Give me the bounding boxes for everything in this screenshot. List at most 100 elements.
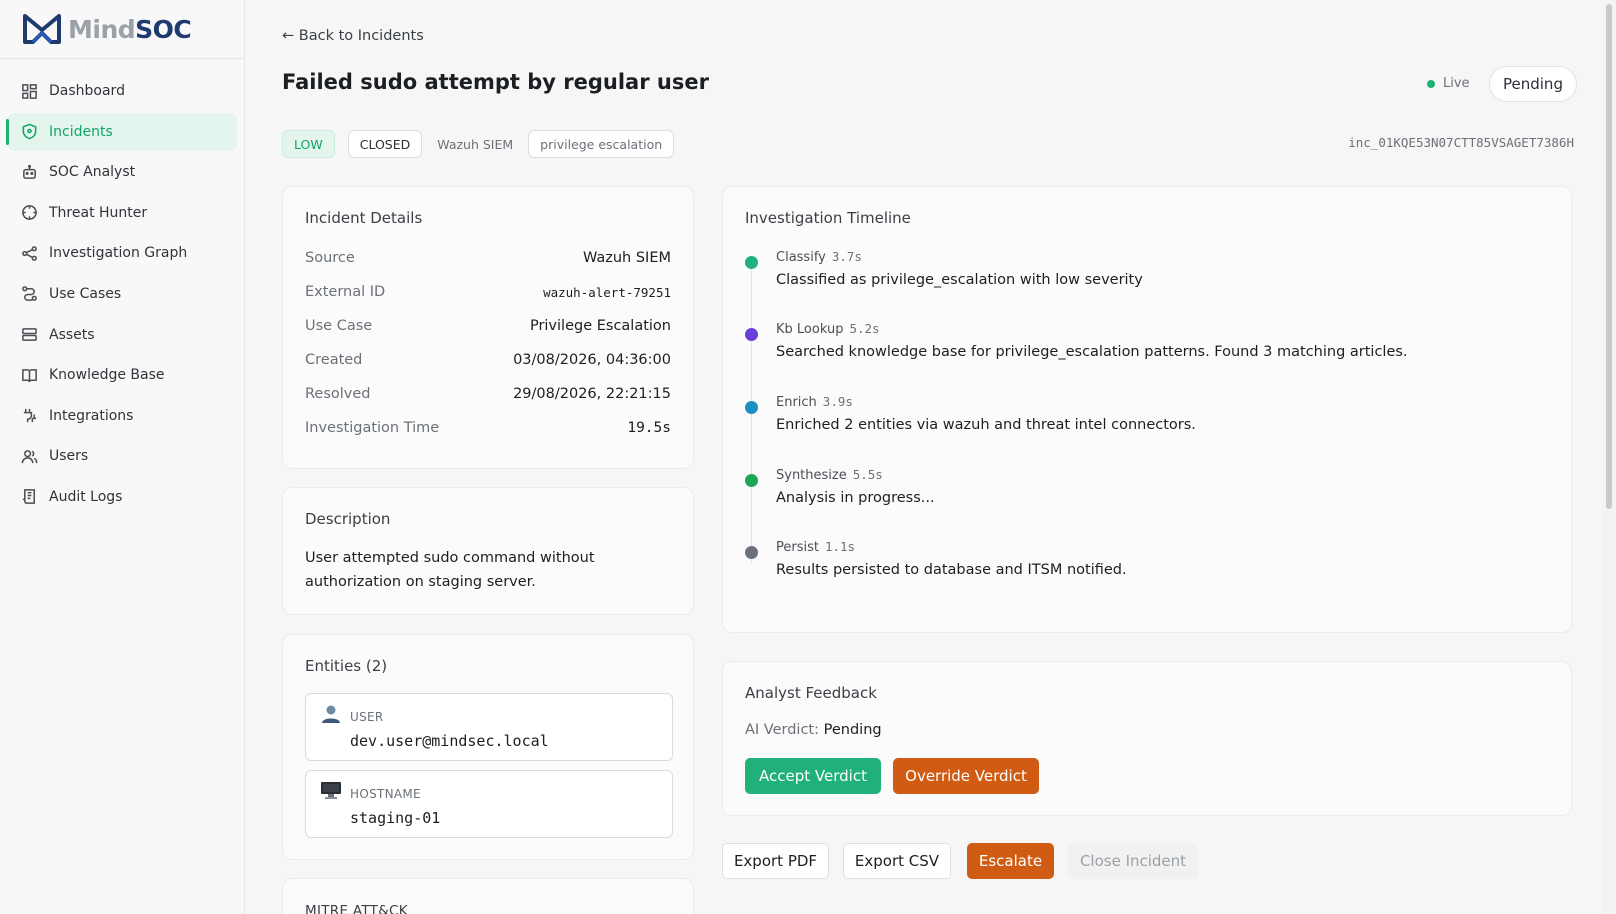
- server-icon: [20, 326, 38, 344]
- detail-key: Use Case: [305, 318, 373, 334]
- scrollbar-thumb[interactable]: [1606, 4, 1612, 509]
- description-card: Description User attempted sudo command …: [282, 487, 694, 615]
- sidebar-item-label: Threat Hunter: [49, 204, 148, 221]
- detail-value: Privilege Escalation: [529, 318, 671, 334]
- main-content: ← Back to Incidents Failed sudo attempt …: [245, 0, 1616, 914]
- source-label: Wazuh SIEM: [437, 136, 514, 152]
- crosshair-icon: [20, 204, 38, 222]
- timeline-step: Kb Lookup 5.2s: [776, 321, 880, 337]
- sidebar-item-label: Integrations: [49, 407, 134, 424]
- monitor-icon: [321, 782, 341, 799]
- detail-key: Investigation Time: [305, 420, 440, 436]
- entity-item-hostname[interactable]: HOSTNAME staging-01: [305, 770, 673, 838]
- timeline-step: Enrich 3.9s: [776, 394, 853, 410]
- entity-item-user[interactable]: USER dev.user@mindsec.local: [305, 693, 673, 761]
- step-name: Persist: [776, 540, 819, 555]
- plug-icon: [20, 407, 38, 425]
- close-incident-button[interactable]: Close Incident: [1068, 843, 1198, 879]
- sidebar-item-use-cases[interactable]: Use Cases: [8, 275, 237, 313]
- log-icon: [20, 488, 38, 506]
- sidebar-item-users[interactable]: Users: [8, 437, 237, 475]
- detail-value: Wazuh SIEM: [582, 250, 671, 266]
- step-duration: 3.9s: [822, 394, 853, 409]
- detail-value: 19.5s: [627, 420, 671, 436]
- card-title: Entities (2): [305, 657, 388, 675]
- sidebar-item-integrations[interactable]: Integrations: [8, 397, 237, 435]
- verdict-label: AI Verdict:: [745, 722, 820, 738]
- sidebar-item-investigation-graph[interactable]: Investigation Graph: [8, 234, 237, 272]
- timeline-dot-icon: [745, 401, 758, 414]
- detail-row-external-id: External ID wazuh-alert-79251: [305, 281, 671, 303]
- sidebar-nav: Dashboard Incidents SOC Analyst Threat H…: [6, 72, 237, 519]
- sidebar-item-label: Incidents: [49, 123, 113, 140]
- step-duration: 5.5s: [852, 467, 883, 482]
- timeline-message: Searched knowledge base for privilege_es…: [776, 344, 1408, 360]
- card-title: Incident Details: [305, 209, 423, 227]
- sidebar-item-label: Investigation Graph: [49, 245, 188, 262]
- timeline-dot-icon: [745, 256, 758, 269]
- step-duration: 5.2s: [849, 321, 880, 336]
- mindsoc-logo-icon: [23, 14, 61, 44]
- sidebar-item-knowledge-base[interactable]: Knowledge Base: [8, 356, 237, 394]
- entity-value: staging-01: [350, 809, 441, 827]
- timeline-step: Classify 3.7s: [776, 249, 862, 265]
- shield-icon: [20, 123, 38, 141]
- accept-verdict-button[interactable]: Accept Verdict: [745, 758, 881, 794]
- sidebar-item-label: SOC Analyst: [49, 164, 136, 181]
- book-icon: [20, 366, 38, 384]
- incident-tags: LOW CLOSED Wazuh SIEM privilege escalati…: [282, 130, 687, 158]
- investigation-timeline-card: Investigation Timeline Classify 3.7s Clas…: [722, 186, 1572, 633]
- category-badge: privilege escalation: [528, 130, 675, 158]
- sidebar-item-audit-logs[interactable]: Audit Logs: [8, 478, 237, 516]
- step-name: Classify: [776, 250, 826, 265]
- live-dot-icon: [1427, 79, 1435, 88]
- timeline-step: Persist 1.1s: [776, 539, 855, 555]
- incident-details-card: Incident Details Source Wazuh SIEM Exter…: [282, 186, 694, 469]
- override-verdict-button[interactable]: Override Verdict: [893, 758, 1039, 794]
- sidebar-item-label: Users: [49, 448, 89, 465]
- detail-row-created: Created 03/08/2026, 04:36:00: [305, 349, 671, 371]
- user-icon: [322, 705, 340, 723]
- timeline-message: Results persisted to database and ITSM n…: [776, 562, 1127, 578]
- detail-key: External ID: [305, 284, 386, 300]
- sidebar-item-assets[interactable]: Assets: [8, 316, 237, 354]
- timeline-dot-icon: [745, 474, 758, 487]
- detail-key: Source: [305, 250, 355, 266]
- entities-card: Entities (2) USER dev.user@mindsec.local…: [282, 634, 694, 860]
- timeline-connector: [751, 265, 752, 563]
- status-pill[interactable]: Pending: [1489, 66, 1577, 102]
- card-title: MITRE ATT&CK: [305, 903, 408, 914]
- app-logo[interactable]: MindSOC: [22, 12, 192, 46]
- page-scrollbar[interactable]: [1602, 0, 1616, 914]
- bot-icon: [20, 163, 38, 181]
- sidebar-item-incidents[interactable]: Incidents: [6, 112, 237, 151]
- timeline-message: Classified as privilege_escalation with …: [776, 272, 1143, 288]
- detail-key: Created: [305, 352, 363, 368]
- detail-value: wazuh-alert-79251: [543, 284, 671, 300]
- sidebar-item-dashboard[interactable]: Dashboard: [8, 72, 237, 110]
- export-csv-button[interactable]: Export CSV: [843, 843, 951, 879]
- back-to-incidents-link[interactable]: ← Back to Incidents: [282, 28, 424, 44]
- export-pdf-button[interactable]: Export PDF: [722, 843, 829, 879]
- timeline-message: Enriched 2 entities via wazuh and threat…: [776, 417, 1196, 433]
- state-badge: CLOSED: [347, 130, 423, 158]
- detail-row-resolved: Resolved 29/08/2026, 22:21:15: [305, 383, 671, 405]
- step-duration: 3.7s: [831, 249, 862, 264]
- card-title: Investigation Timeline: [745, 209, 911, 227]
- sidebar-divider: [0, 58, 245, 59]
- route-icon: [20, 285, 38, 303]
- entity-type: HOSTNAME: [350, 787, 421, 801]
- sidebar-item-threat-hunter[interactable]: Threat Hunter: [8, 194, 237, 232]
- sidebar-item-label: Dashboard: [49, 83, 125, 99]
- sidebar-item-label: Audit Logs: [49, 488, 123, 505]
- grid-icon: [20, 82, 38, 100]
- detail-value: 03/08/2026, 04:36:00: [513, 352, 671, 368]
- sidebar-item-soc-analyst[interactable]: SOC Analyst: [8, 153, 237, 191]
- detail-row-source: Source Wazuh SIEM: [305, 247, 671, 269]
- page-title: Failed sudo attempt by regular user: [282, 70, 709, 94]
- detail-key: Resolved: [305, 386, 371, 402]
- live-label: Live: [1443, 76, 1470, 91]
- severity-badge: LOW: [282, 130, 335, 158]
- timeline-dot-icon: [745, 328, 758, 341]
- escalate-button[interactable]: Escalate: [967, 843, 1054, 879]
